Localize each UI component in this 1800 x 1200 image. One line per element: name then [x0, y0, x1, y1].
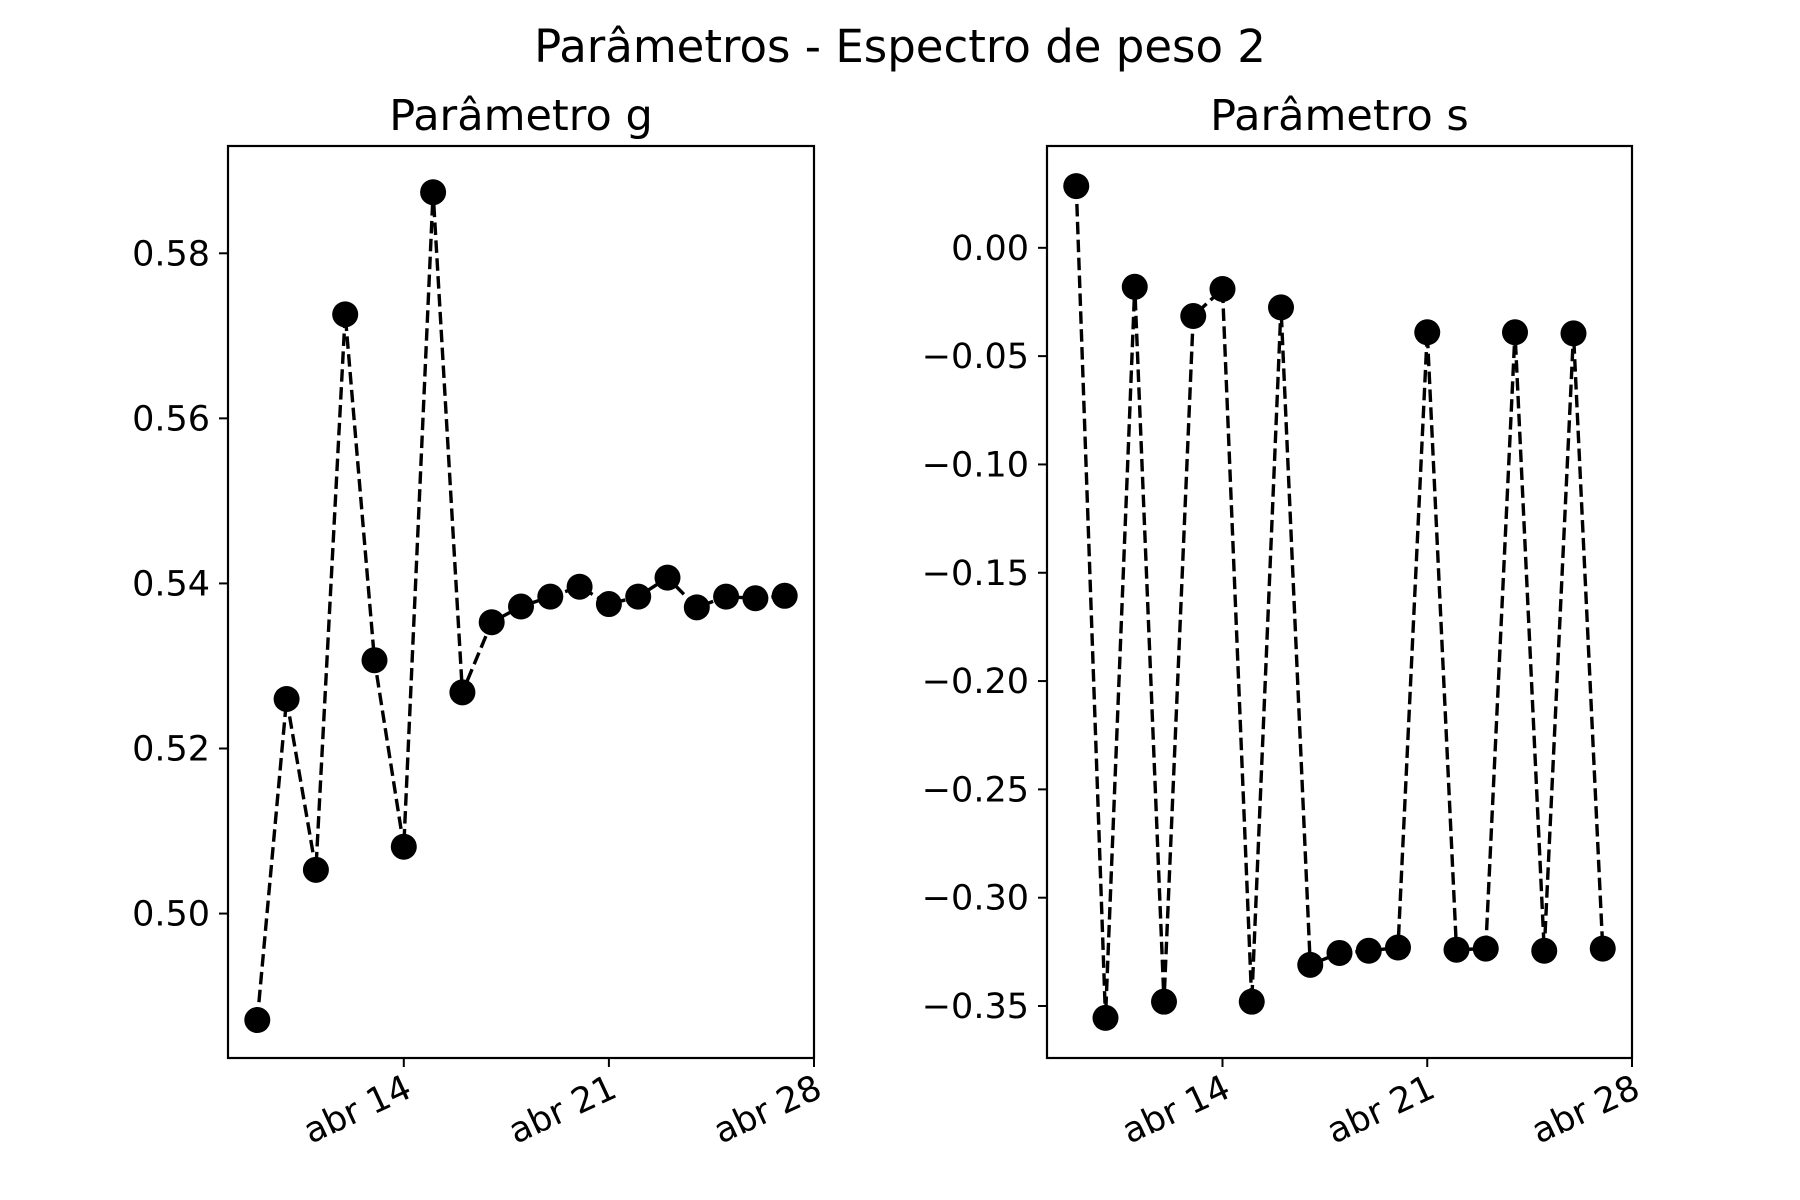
y-tick-label: 0.58 [132, 234, 210, 274]
axes-frame [1045, 144, 1634, 1060]
data-point [537, 583, 564, 610]
data-point [1151, 988, 1177, 1015]
data-point [1531, 937, 1558, 964]
data-point [302, 856, 329, 883]
subplot-title: Parâmetro g [389, 91, 653, 141]
data-point [1443, 936, 1470, 963]
y-tick-label: −0.20 [922, 662, 1029, 702]
data-point [1268, 294, 1294, 321]
x-tick-label: abr 14 [1116, 1068, 1236, 1152]
data-point [273, 685, 300, 712]
data-point [390, 833, 417, 860]
data-point [566, 573, 593, 600]
x-tick-label: abr 14 [298, 1068, 418, 1152]
series-line [1074, 186, 1605, 1018]
data-point [1472, 935, 1499, 962]
subplot-2: Parâmetro s 0.00 −0.05 −0.10 −0.15 −0.20 −0.25… [922, 91, 1646, 1152]
y-tick-label: 0.50 [132, 895, 210, 935]
data-point [1385, 934, 1411, 961]
data-point [449, 679, 476, 706]
data-point [1502, 319, 1528, 346]
data-point [1180, 303, 1207, 330]
data-point [1092, 1004, 1119, 1031]
y-tick-label: 0.54 [132, 564, 210, 604]
figure-suptitle: Parâmetros - Espectro de peso 2 [534, 20, 1266, 73]
x-tick-label: abr 21 [503, 1068, 623, 1152]
data-point [713, 583, 740, 610]
data-point [1063, 173, 1090, 200]
data-point [1326, 939, 1353, 966]
data-point [361, 647, 388, 674]
subplot-title: Parâmetro s [1210, 91, 1469, 141]
data-point [1414, 319, 1441, 346]
data-point [1589, 935, 1616, 962]
data-point [654, 564, 681, 591]
data-point [332, 301, 359, 328]
data-point [1355, 937, 1382, 964]
data-point [625, 583, 652, 610]
data-point [1238, 988, 1265, 1015]
data-point [683, 594, 710, 621]
data-point [420, 179, 447, 206]
y-tick-label: −0.10 [922, 445, 1029, 485]
data-point [742, 585, 769, 612]
data-point [771, 582, 798, 609]
axes-frame [226, 144, 816, 1060]
y-tick-label: −0.05 [922, 337, 1029, 377]
data-point [1209, 275, 1236, 302]
y-tick-label: 0.56 [132, 399, 210, 439]
y-tick-label: −0.30 [922, 879, 1029, 919]
y-tick-label: −0.25 [922, 770, 1029, 810]
data-point [1121, 273, 1148, 300]
y-tick-label: 0.00 [951, 229, 1029, 269]
data-point [1560, 320, 1587, 347]
subplot-1: Parâmetro g 0.50 0.52 0.54 0.56 0.58 abr 14 abr… [132, 91, 828, 1152]
y-tick-label: 0.52 [132, 729, 210, 769]
x-tick-label: abr 21 [1321, 1068, 1441, 1152]
data-point [595, 591, 622, 618]
x-tick-label: abr 28 [1526, 1068, 1646, 1152]
data-point [244, 1007, 271, 1034]
data-point [478, 609, 505, 636]
data-point [1297, 951, 1324, 978]
y-tick-label: −0.35 [922, 987, 1029, 1027]
y-tick-label: −0.15 [922, 554, 1029, 594]
x-tick-label: abr 28 [708, 1068, 828, 1152]
data-point [508, 593, 534, 620]
